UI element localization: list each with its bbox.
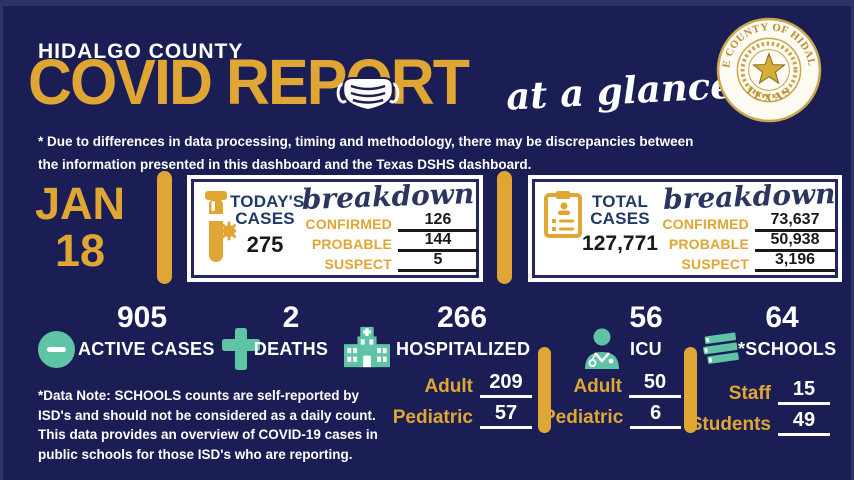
- title-letter-o: O: [336, 50, 400, 114]
- icu-breakdown: Adult 50 Pediatric 6: [543, 372, 681, 434]
- data-note-line-1: *Data Note: SCHOOLS counts are self-repo…: [38, 388, 360, 403]
- title-segment-post: RT: [390, 46, 470, 118]
- icu-pediatric-row: Pediatric 6: [543, 403, 681, 429]
- report-date: JAN 18: [20, 180, 140, 274]
- todays-cases-label-line1: TODAY'S: [230, 192, 305, 211]
- disclaimer-line-1: * Due to differences in data processing,…: [38, 134, 694, 149]
- schools-stat: 64 *SCHOOLS: [738, 299, 837, 360]
- hospitalized-breakdown: Adult 209 Pediatric 57: [390, 372, 532, 434]
- breakdown-row-probable: PROBABLE 50,938: [655, 232, 835, 252]
- doctor-icon: [585, 328, 619, 369]
- hospitalized-adult-row: Adult 209: [390, 372, 532, 398]
- icu-value: 56: [629, 301, 663, 334]
- data-note-line-2: ISD's and should not be considered as a …: [38, 407, 376, 423]
- data-note-line-4: public schools for those ISD's who are r…: [38, 446, 353, 462]
- total-breakdown-rows: CONFIRMED 73,637 PROBABLE 50,938 SUSPECT…: [655, 212, 835, 272]
- total-cases-summary: TOTAL CASES 127,771: [575, 193, 665, 256]
- schools-value: 64: [765, 301, 799, 334]
- active-cases-stat: 905 ACTIVE CASES: [78, 299, 215, 360]
- hospital-icon: [344, 326, 390, 368]
- icu-label: ICU: [630, 339, 662, 359]
- breakdown-row-suspect: SUSPECT 5: [296, 252, 478, 272]
- breakdown-heading: breakdown: [301, 177, 475, 216]
- icu-adult-row: Adult 50: [543, 372, 681, 398]
- report-day: 18: [54, 225, 106, 276]
- right-edge-strip: [851, 0, 854, 480]
- divider: [497, 171, 512, 284]
- county-seal: THE COUNTY OF HIDALGO TEXAS: [716, 17, 822, 123]
- todays-cases-label-line2: CASES: [235, 209, 295, 228]
- deaths-value: 2: [282, 301, 300, 334]
- deaths-label: DEATHS: [253, 339, 329, 359]
- title-segment-pre: COVID REP: [28, 46, 347, 118]
- total-cases-panel: TOTAL CASES 127,771 breakdown CONFIRMED …: [528, 175, 842, 282]
- schools-students-row: Students 49: [686, 410, 830, 436]
- deaths-stat: 2 DEATHS: [252, 299, 330, 360]
- divider: [157, 171, 172, 284]
- minus-circle-icon: [38, 331, 75, 368]
- data-note: *Data Note: SCHOOLS counts are self-repo…: [38, 386, 378, 464]
- cross-icon: [222, 328, 260, 370]
- schools-breakdown: Staff 15 Students 49: [686, 379, 830, 441]
- breakdown-row-probable: PROBABLE 144: [296, 232, 478, 252]
- disclaimer-line-2: the information presented in this dashbo…: [38, 157, 532, 172]
- clipboard-icon: [544, 191, 582, 238]
- page-title: COVID REPO RT: [28, 50, 470, 114]
- breakdown-row-confirmed: CONFIRMED 73,637: [655, 212, 835, 232]
- divider: [684, 347, 697, 433]
- todays-cases-panel: TODAY'S CASES 275 breakdown CONFIRMED 12…: [187, 175, 483, 282]
- hospitalized-label: HOSPITALIZED: [396, 339, 531, 359]
- test-tube-icon: [205, 191, 236, 262]
- total-cases-label-line1: TOTAL: [591, 192, 649, 211]
- total-cases-value: 127,771: [582, 232, 658, 255]
- todays-breakdown-rows: CONFIRMED 126 PROBABLE 144 SUSPECT 5: [296, 212, 478, 272]
- breakdown-row-confirmed: CONFIRMED 126: [296, 212, 478, 232]
- books-icon: [701, 331, 741, 366]
- county-name: HIDALGO COUNTY: [38, 40, 244, 63]
- divider: [538, 347, 551, 433]
- schools-label: *SCHOOLS: [738, 339, 837, 359]
- breakdown-row-suspect: SUSPECT 3,196: [655, 252, 835, 272]
- active-cases-label: ACTIVE CASES: [78, 339, 215, 359]
- hospitalized-pediatric-row: Pediatric 57: [390, 403, 532, 429]
- data-note-line-3: This data provides an overview of COVID-…: [38, 427, 378, 442]
- left-edge-strip: [0, 0, 3, 480]
- hospitalized-value: 266: [436, 301, 488, 334]
- icu-stat: 56 ICU: [612, 299, 680, 360]
- report-month: JAN: [34, 178, 126, 229]
- top-edge-strip: [0, 0, 854, 6]
- face-mask-icon: [336, 77, 400, 112]
- hospitalized-stat: 266 HOSPITALIZED: [396, 299, 531, 360]
- active-cases-value: 905: [116, 301, 168, 334]
- schools-staff-row: Staff 15: [686, 379, 830, 405]
- disclaimer: * Due to differences in data processing,…: [38, 130, 693, 176]
- todays-cases-value: 275: [246, 232, 284, 257]
- total-cases-label-line2: CASES: [590, 209, 650, 228]
- todays-cases-summary: TODAY'S CASES 275: [230, 192, 305, 258]
